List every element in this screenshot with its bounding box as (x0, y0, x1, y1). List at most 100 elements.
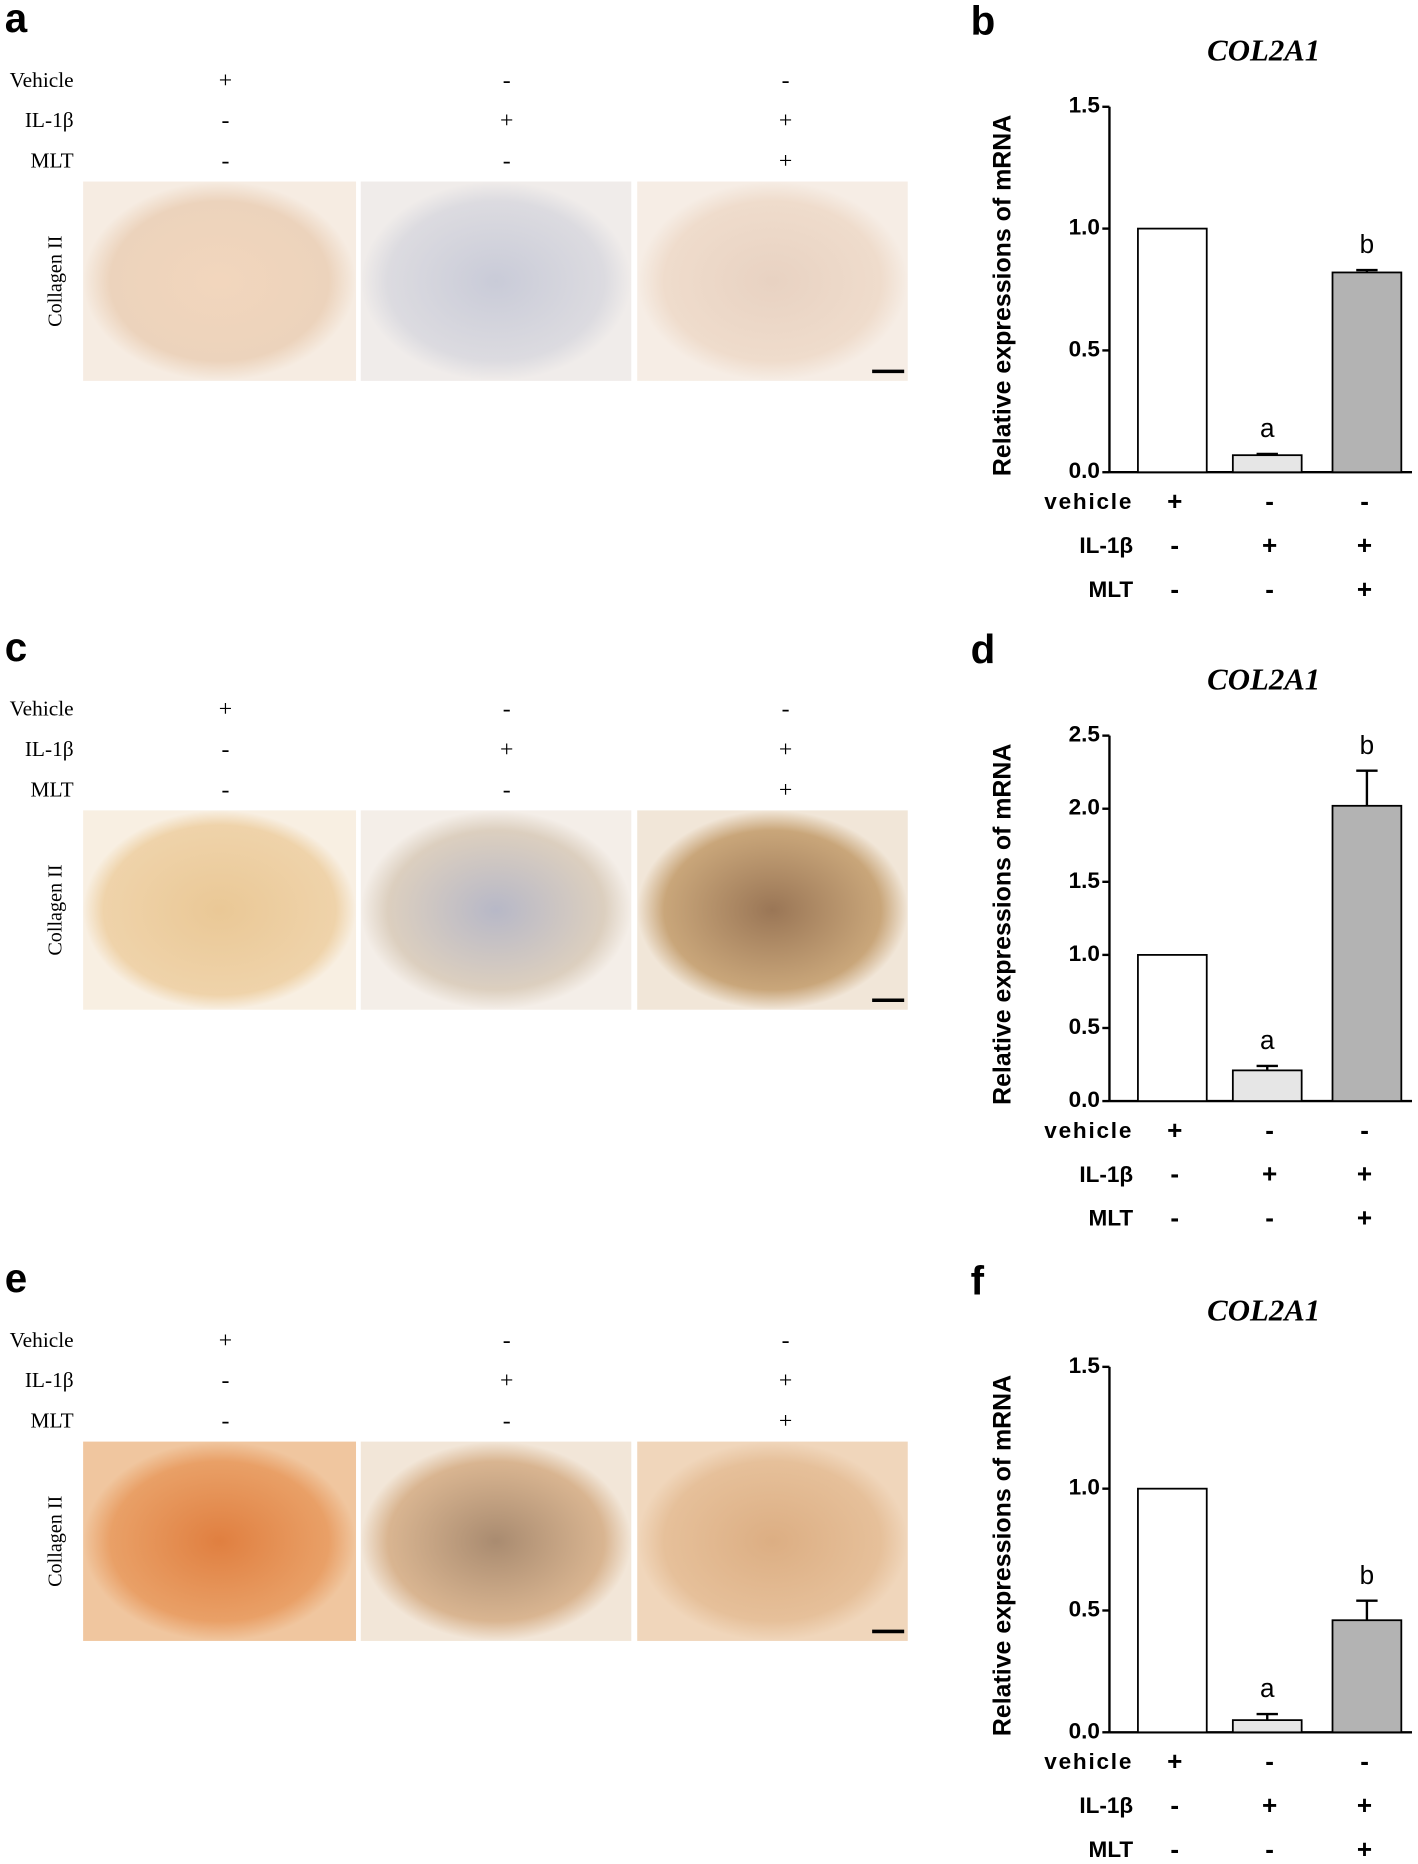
condition-sign: - (782, 67, 790, 93)
condition-sign: - (1360, 1115, 1369, 1145)
condition-sign: - (503, 696, 511, 722)
condition-sign: - (222, 108, 230, 134)
significance-letter: b (1360, 1560, 1375, 1590)
condition-sign: - (222, 737, 230, 763)
condition-label: Vehicle (10, 697, 74, 721)
y-axis-title: Relative expressions of mRNA (988, 115, 1016, 476)
micrograph (360, 810, 632, 1010)
y-tick-label: 2.0 (1069, 795, 1100, 820)
chart-title: COL2A1 (1207, 662, 1320, 696)
y-tick-label: 0.0 (1069, 1718, 1100, 1743)
chart-title: COL2A1 (1207, 1294, 1320, 1328)
stain-label: Collagen II (45, 236, 67, 327)
condition-sign: - (1170, 1159, 1179, 1189)
bar (1137, 1487, 1208, 1734)
condition-sign: + (1167, 1746, 1182, 1776)
condition-sign: - (1170, 1790, 1179, 1820)
condition-sign: - (1170, 1834, 1179, 1864)
y-axis-title: Relative expressions of mRNA (988, 744, 1016, 1105)
micrograph (637, 1441, 908, 1641)
condition-sign: + (1357, 1159, 1372, 1189)
significance-letter: a (1260, 1673, 1275, 1703)
condition-sign: + (500, 737, 513, 763)
condition-sign: - (1265, 1203, 1274, 1233)
condition-sign: - (1170, 574, 1179, 604)
condition-sign: - (503, 777, 511, 803)
panel-label: f (971, 1257, 985, 1303)
condition-sign: - (222, 1368, 230, 1394)
micrograph (83, 1441, 357, 1641)
bar (1331, 271, 1403, 474)
condition-sign: - (1170, 530, 1179, 560)
condition-label: MLT (1089, 1206, 1134, 1231)
condition-sign: - (1265, 1834, 1274, 1864)
condition-label: vehicle (1044, 489, 1133, 514)
significance-letter: a (1260, 1025, 1275, 1055)
y-tick-label: 0.5 (1069, 1014, 1100, 1039)
condition-sign: + (219, 696, 232, 722)
condition-sign: - (503, 148, 511, 174)
error-bar (1356, 1599, 1378, 1621)
micrograph (360, 1441, 632, 1641)
y-tick-label: 1.0 (1069, 215, 1100, 240)
condition-sign: - (222, 1408, 230, 1434)
condition-label: vehicle (1044, 1118, 1133, 1143)
bar (1331, 1619, 1403, 1734)
y-axis-title: Relative expressions of mRNA (988, 1375, 1016, 1736)
condition-sign: + (1262, 1790, 1277, 1820)
panel-label: d (971, 626, 996, 672)
panel-label: c (5, 624, 27, 670)
stain-label: Collagen II (45, 1496, 67, 1587)
condition-label: MLT (1089, 577, 1134, 602)
condition-sign: + (779, 108, 792, 134)
error-bar (1256, 1712, 1278, 1721)
micrograph (83, 810, 357, 1010)
y-tick-label: 0.0 (1069, 458, 1100, 483)
micrograph (637, 181, 908, 381)
condition-sign: - (222, 148, 230, 174)
condition-label: MLT (31, 777, 74, 801)
significance-letter: a (1260, 413, 1275, 443)
condition-label: IL-1β (25, 1368, 74, 1392)
condition-sign: + (500, 108, 513, 134)
bar (1231, 1069, 1303, 1102)
condition-sign: - (1360, 486, 1369, 516)
chart-title: COL2A1 (1207, 33, 1320, 67)
y-tick-label: 0.5 (1069, 336, 1100, 361)
condition-sign: + (1167, 1115, 1182, 1145)
condition-sign: - (1265, 574, 1274, 604)
condition-label: MLT (31, 1409, 74, 1433)
y-tick-label: 1.5 (1069, 93, 1100, 118)
panel-label: e (5, 1255, 27, 1301)
condition-sign: + (219, 67, 232, 93)
condition-sign: - (1265, 486, 1274, 516)
condition-sign: - (222, 777, 230, 803)
condition-sign: + (1357, 1203, 1372, 1233)
error-bar (1356, 769, 1378, 806)
condition-label: IL-1β (25, 737, 74, 761)
micrograph (360, 181, 632, 381)
condition-sign: + (779, 148, 792, 174)
condition-sign: + (1357, 1790, 1372, 1820)
condition-sign: - (1170, 1203, 1179, 1233)
condition-sign: + (1167, 486, 1182, 516)
condition-sign: + (1357, 530, 1372, 560)
condition-sign: - (503, 1408, 511, 1434)
significance-letter: b (1360, 229, 1375, 259)
condition-sign: + (1357, 574, 1372, 604)
y-tick-label: 0.5 (1069, 1596, 1100, 1621)
condition-sign: - (782, 696, 790, 722)
y-tick-label: 1.0 (1069, 941, 1100, 966)
condition-label: IL-1β (25, 108, 74, 132)
bar (1231, 1719, 1303, 1734)
y-tick-label: 0.0 (1069, 1087, 1100, 1112)
panel-label: a (5, 0, 28, 41)
error-bar (1356, 268, 1378, 273)
panel-label: b (971, 0, 996, 43)
condition-sign: + (779, 737, 792, 763)
condition-sign: - (503, 1327, 511, 1353)
bar (1137, 227, 1208, 474)
bar (1231, 454, 1303, 474)
bar (1137, 954, 1208, 1102)
